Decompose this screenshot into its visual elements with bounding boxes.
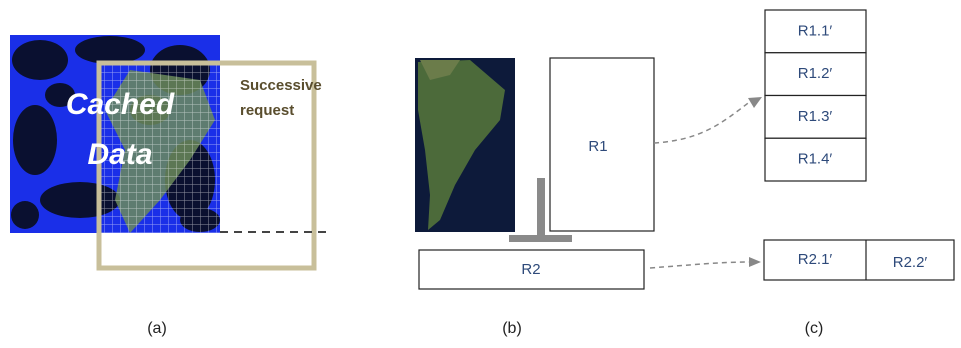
r1-part-label: R1.4′ [798,151,833,168]
r1-part-label: R1.1′ [798,22,833,39]
caption: (a) [147,320,167,337]
arrow-head [749,257,761,267]
split-bar [509,235,572,242]
request-label: Successive [240,77,322,94]
caption: (b) [502,320,522,337]
region-map [415,58,515,232]
r1-parts: R1.1′ R1.2′ R1.3′ R1.4′ [765,10,866,181]
arrow [650,262,750,268]
r2-label: R2 [521,261,540,278]
arrow [654,100,752,143]
r1-label: R1 [588,138,607,155]
cached-label: Cached [66,88,175,121]
split-bar [537,178,545,238]
r2-part-label: R2.1′ [798,251,833,268]
r2-part-label: R2.2′ [893,254,928,271]
r1-part-label: R1.3′ [798,108,833,125]
caption: (c) [805,320,824,337]
diagram: Cached Data Successive request (a) R1 R2… [0,0,961,348]
r1-part-label: R1.2′ [798,65,833,82]
cached-label: Data [87,138,152,171]
arrow-head [748,97,762,108]
request-label: request [240,102,294,119]
